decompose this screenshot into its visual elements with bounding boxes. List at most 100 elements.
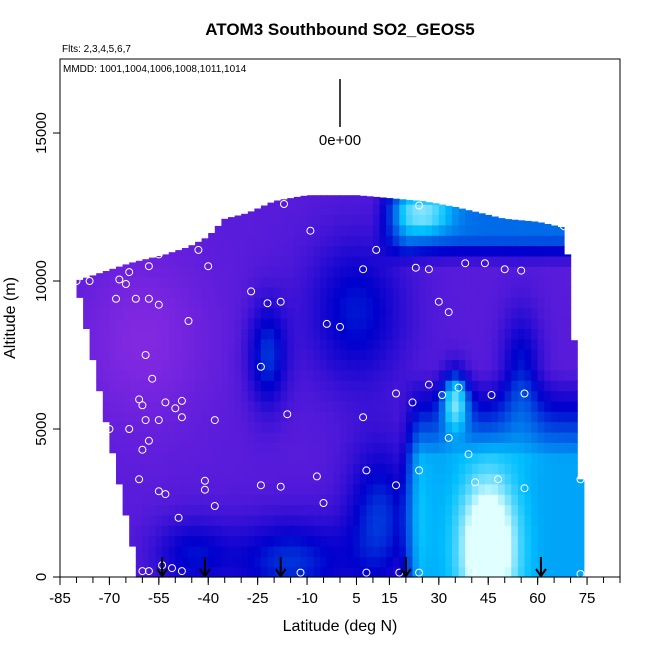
heatmap-cell <box>550 255 558 267</box>
heatmap-cell <box>498 349 506 361</box>
heatmap-cell <box>366 452 374 464</box>
heatmap-cell <box>405 514 414 526</box>
heatmap-cell <box>260 349 269 361</box>
heatmap-cell <box>405 369 414 381</box>
heatmap-cell <box>148 257 157 267</box>
heatmap-cell <box>366 235 374 247</box>
heatmap-cell <box>419 494 427 506</box>
x-tick-label: -70 <box>99 590 121 607</box>
heatmap-cell <box>155 421 163 433</box>
heatmap-cell <box>129 535 137 547</box>
heatmap-cell <box>300 452 308 464</box>
heatmap-cell <box>267 318 275 329</box>
heatmap-cell <box>241 245 249 257</box>
heatmap-cell <box>307 463 315 474</box>
heatmap-cell <box>320 463 328 474</box>
heatmap-cell <box>425 483 433 495</box>
heatmap-cell <box>135 535 143 547</box>
heatmap-cell <box>577 483 585 495</box>
heatmap-cell <box>234 349 242 361</box>
heatmap-cell <box>366 349 374 361</box>
heatmap-cell <box>386 266 394 278</box>
heatmap-cell <box>208 483 216 495</box>
heatmap-cell <box>267 421 275 433</box>
heatmap-cell <box>484 483 493 495</box>
heatmap-cell <box>228 411 236 423</box>
heatmap-cell <box>577 556 585 568</box>
heatmap-cell <box>458 349 466 361</box>
heatmap-cell <box>577 535 585 547</box>
heatmap-cell <box>307 421 315 433</box>
heatmap-cell <box>458 369 466 381</box>
heatmap-cell <box>366 432 374 443</box>
heatmap-cell <box>307 235 315 247</box>
heatmap-cell <box>346 318 354 329</box>
heatmap-cell <box>564 442 572 454</box>
heatmap-cell <box>129 328 137 340</box>
heatmap-cell <box>524 473 532 485</box>
heatmap-cell <box>208 411 216 423</box>
heatmap-cell <box>247 494 255 506</box>
heatmap-cell <box>102 297 110 309</box>
heatmap-cell <box>458 400 466 412</box>
heatmap-cell <box>346 504 354 516</box>
heatmap-cell <box>221 349 229 361</box>
heatmap-cell <box>116 359 124 371</box>
heatmap-cell <box>412 214 420 226</box>
heatmap-cell <box>313 245 321 257</box>
heatmap-cell <box>484 245 493 257</box>
heatmap-cell <box>405 432 414 443</box>
heatmap-cell <box>465 545 473 557</box>
heatmap-cell <box>504 494 512 506</box>
heatmap-cell <box>570 411 578 423</box>
heatmap-cell <box>491 432 499 443</box>
heatmap-cell <box>366 224 374 236</box>
heatmap-cell <box>313 463 321 474</box>
heatmap-cell <box>557 227 565 236</box>
heatmap-cell <box>175 556 183 568</box>
heatmap-cell <box>300 432 308 443</box>
heatmap-cell <box>254 525 262 537</box>
heatmap-cell <box>333 318 341 329</box>
heatmap-cell <box>511 266 519 278</box>
heatmap-cell <box>307 214 315 226</box>
heatmap-cell <box>247 400 255 412</box>
heatmap-cell <box>260 442 269 454</box>
heatmap-cell <box>445 307 453 319</box>
heatmap-cell <box>326 245 334 257</box>
heatmap-cell <box>366 307 374 319</box>
flight-arrow-head <box>274 568 287 578</box>
heatmap-cell <box>550 245 558 257</box>
heatmap-cell <box>372 535 381 547</box>
heatmap-cell <box>188 286 196 298</box>
heatmap-cell <box>181 286 190 298</box>
heatmap-cell <box>326 494 334 506</box>
heatmap-cell <box>465 432 473 443</box>
heatmap-cell <box>438 380 446 392</box>
heatmap-cell <box>175 421 183 433</box>
heatmap-cell <box>564 359 572 371</box>
heatmap-cell <box>531 349 539 361</box>
heatmap-cell <box>280 494 288 506</box>
heatmap-cell <box>379 390 387 402</box>
heatmap-cell <box>432 504 440 516</box>
heatmap-cell <box>550 452 558 464</box>
heatmap-cell <box>511 566 519 578</box>
heatmap-cell <box>195 359 203 371</box>
heatmap-cell <box>379 380 387 392</box>
heatmap-cell <box>333 204 341 215</box>
heatmap-cell <box>175 380 183 392</box>
heatmap-cell <box>399 369 407 381</box>
heatmap-cell <box>484 566 493 578</box>
heatmap-cell <box>498 442 506 454</box>
heatmap-cell <box>320 359 328 371</box>
heatmap-cell <box>188 390 196 402</box>
heatmap-cell <box>452 297 460 309</box>
heatmap-cell <box>320 307 328 319</box>
heatmap-cell <box>504 525 512 537</box>
heatmap-cell <box>366 556 374 568</box>
heatmap-cell <box>478 514 486 526</box>
heatmap-cell <box>228 255 236 267</box>
heatmap-cell <box>379 307 387 319</box>
heatmap-cell <box>195 411 203 423</box>
